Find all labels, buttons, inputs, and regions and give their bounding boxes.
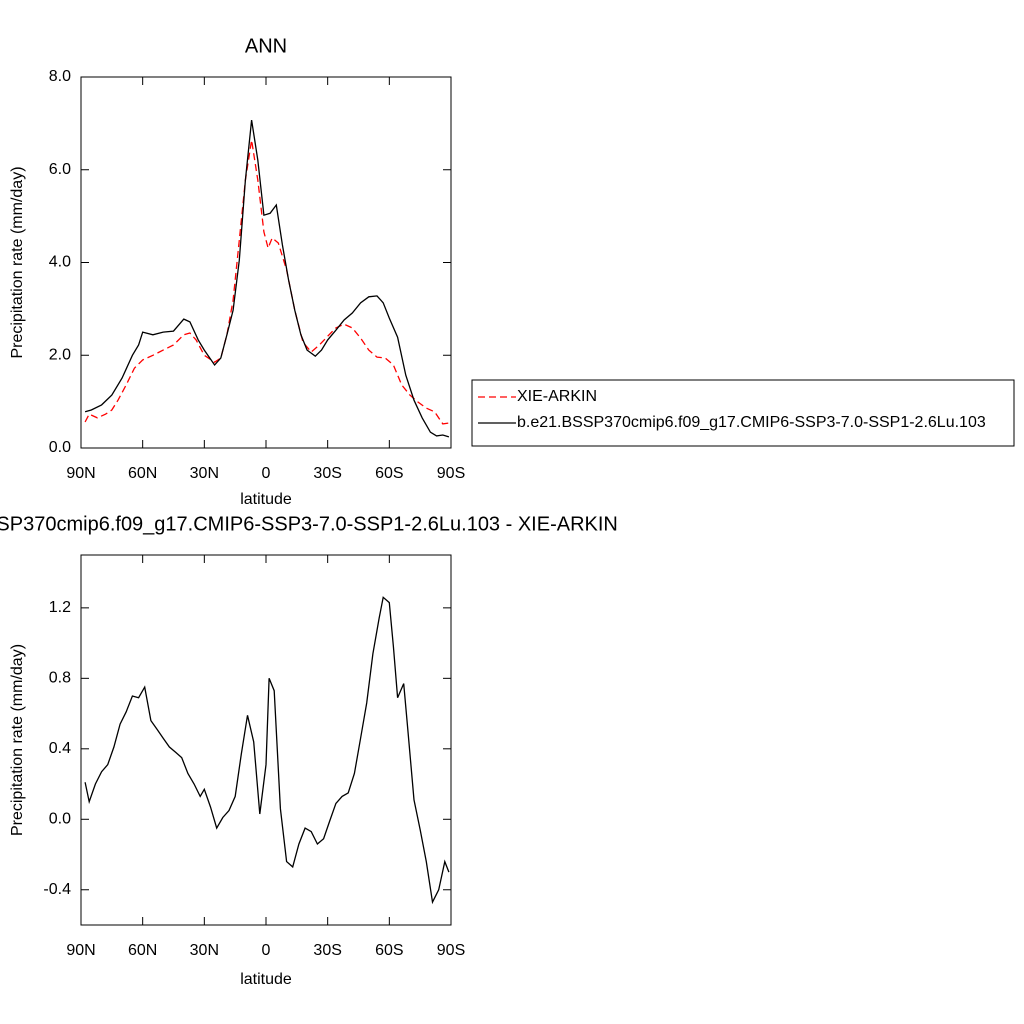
data-line — [84, 596, 450, 905]
y-axis-label: Precipitation rate (mm/day) — [9, 644, 26, 836]
legend-label: XIE-ARKIN — [517, 388, 597, 405]
y-tick-label: 0.8 — [49, 670, 71, 687]
x-axis-label: latitude — [240, 971, 292, 988]
x-tick-label: 90N — [66, 465, 95, 482]
plot-frame — [80, 76, 452, 449]
x-tick-label: 0 — [262, 465, 271, 482]
x-tick-label: 90S — [437, 465, 465, 482]
y-tick-label: -0.4 — [43, 881, 71, 898]
x-tick-label: 0 — [262, 942, 271, 959]
y-tick-label: 8.0 — [49, 68, 71, 85]
x-tick-label: 30N — [190, 465, 219, 482]
x-tick-label: 60S — [375, 465, 403, 482]
y-tick-label: 0.0 — [49, 439, 71, 456]
x-axis-label: latitude — [240, 491, 292, 508]
x-tick-label: 60N — [128, 942, 157, 959]
x-tick-label: 30S — [313, 465, 341, 482]
y-tick-label: 4.0 — [49, 254, 71, 271]
chart-title: b.e21.BSSP370cmip6.f09_g17.CMIP6-SSP3-7.… — [0, 513, 618, 535]
legend-label: b.e21.BSSP370cmip6.f09_g17.CMIP6-SSP3-7.… — [517, 414, 986, 431]
legend-box — [471, 379, 1015, 447]
x-tick-label: 60S — [375, 942, 403, 959]
y-tick-label: 0.0 — [49, 811, 71, 828]
x-tick-label: 30N — [190, 942, 219, 959]
y-tick-label: 2.0 — [49, 346, 71, 363]
x-tick-label: 90N — [66, 942, 95, 959]
x-tick-label: 90S — [437, 942, 465, 959]
y-tick-label: 1.2 — [49, 599, 71, 616]
data-line — [84, 120, 450, 438]
x-tick-label: 30S — [313, 942, 341, 959]
y-axis-label: Precipitation rate (mm/day) — [9, 166, 26, 358]
plot-frame — [80, 554, 452, 926]
data-line — [84, 140, 449, 425]
x-tick-label: 60N — [128, 465, 157, 482]
y-tick-label: 6.0 — [49, 161, 71, 178]
y-tick-label: 0.4 — [49, 740, 71, 757]
chart-title: ANN — [245, 35, 287, 57]
